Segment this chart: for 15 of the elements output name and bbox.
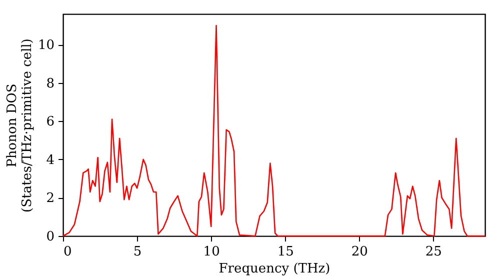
y-tick-label: 6: [46, 114, 54, 130]
x-tick-label: 20: [351, 244, 368, 260]
y-tick-label: 2: [46, 191, 54, 206]
y-tick-label: 4: [46, 152, 54, 168]
y-tick-label: 8: [46, 76, 54, 92]
y-tick-label: 0: [46, 230, 54, 244]
x-axis-title: Frequency (THz): [218, 262, 330, 276]
line-series: [62, 24, 486, 237]
x-tick-label: 0: [64, 244, 72, 260]
y-axis-title: Phonon DOS (States/THz·primitive cell): [4, 38, 35, 213]
y-tick-label: 10: [38, 38, 54, 54]
x-tick-label: 5: [133, 244, 142, 260]
x-tick-label: 15: [277, 244, 294, 260]
x-tick-label: 25: [425, 244, 442, 260]
x-tick-label: 10: [203, 244, 220, 260]
